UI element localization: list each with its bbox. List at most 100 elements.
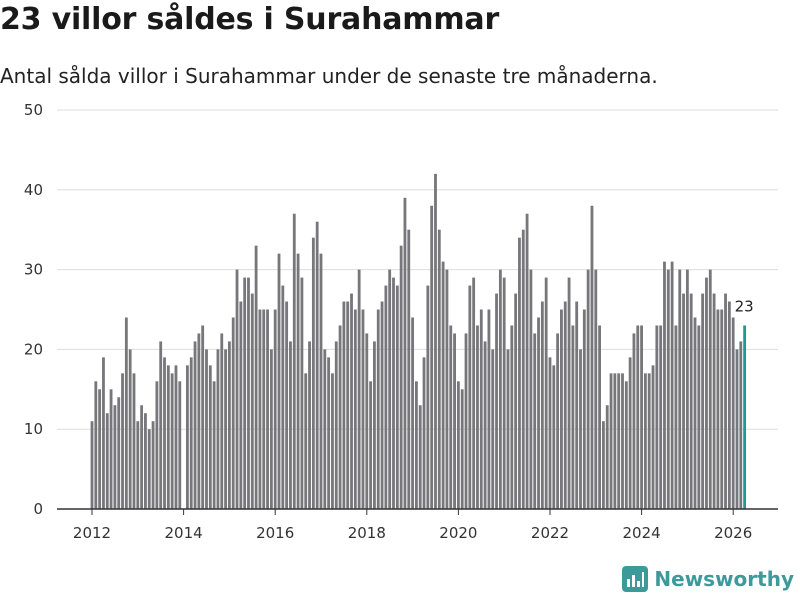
chart-subtitle: Antal sålda villor i Surahammar under de… xyxy=(0,64,658,88)
bar xyxy=(262,309,266,509)
bar xyxy=(628,357,632,509)
bar xyxy=(560,309,563,509)
bar xyxy=(418,405,422,509)
bar xyxy=(311,237,315,509)
bar xyxy=(514,293,518,509)
x-tick-label: 2018 xyxy=(348,524,386,542)
bar xyxy=(426,285,430,509)
bar xyxy=(563,301,567,509)
x-tick-label: 2014 xyxy=(165,524,203,542)
bar xyxy=(243,277,247,509)
bar xyxy=(273,309,277,509)
bar xyxy=(124,317,128,509)
bar xyxy=(144,413,147,509)
bar xyxy=(170,373,174,509)
bar xyxy=(602,421,605,509)
brand-logo: Newsworthy xyxy=(622,566,794,592)
bar xyxy=(254,245,258,509)
bar xyxy=(353,309,357,509)
bar xyxy=(449,325,453,509)
bar xyxy=(193,341,197,509)
bar xyxy=(647,373,651,509)
bar xyxy=(227,341,231,509)
bar xyxy=(575,301,579,509)
bar xyxy=(727,301,731,509)
bar xyxy=(468,285,472,509)
bar xyxy=(640,325,643,509)
bar xyxy=(186,365,189,509)
bar xyxy=(117,397,121,509)
bar xyxy=(685,269,689,509)
bar xyxy=(189,357,193,509)
bar xyxy=(380,301,384,509)
bar xyxy=(289,341,292,509)
bar xyxy=(315,221,319,509)
highlight-value-label: 23 xyxy=(735,297,754,315)
bar xyxy=(411,317,414,509)
bar xyxy=(716,309,720,509)
bar xyxy=(342,301,346,509)
x-tick-label: 2026 xyxy=(714,524,752,542)
bar xyxy=(621,373,624,509)
bar xyxy=(540,301,544,509)
bar xyxy=(498,269,502,509)
bar xyxy=(205,349,208,509)
x-tick-label: 2016 xyxy=(256,524,294,542)
y-tick-label: 50 xyxy=(24,101,43,119)
bar xyxy=(140,405,144,509)
y-tick-label: 20 xyxy=(24,340,43,358)
bar xyxy=(350,293,353,509)
bar xyxy=(697,325,701,509)
bar xyxy=(636,325,640,509)
bar xyxy=(346,301,350,509)
bar xyxy=(422,357,426,509)
bar xyxy=(403,197,407,509)
y-tick-label: 10 xyxy=(24,420,43,438)
bar xyxy=(269,349,273,509)
bar xyxy=(613,373,617,509)
bar xyxy=(159,341,163,509)
bar xyxy=(373,341,376,509)
bar xyxy=(674,325,678,509)
bar xyxy=(537,317,540,509)
bars xyxy=(90,173,747,510)
bar xyxy=(121,373,124,509)
bar xyxy=(518,237,521,509)
bar xyxy=(388,269,392,509)
bar xyxy=(506,349,510,509)
newsworthy-logo-icon xyxy=(622,566,649,592)
bar xyxy=(216,349,220,509)
bar xyxy=(651,365,655,509)
bar xyxy=(395,285,399,509)
bar xyxy=(98,389,102,509)
bar xyxy=(277,253,281,509)
brand-name: Newsworthy xyxy=(654,567,794,591)
bar xyxy=(292,213,296,510)
bar xyxy=(590,205,594,509)
bar xyxy=(285,301,289,509)
bar xyxy=(113,405,117,509)
bar xyxy=(693,317,697,509)
bar xyxy=(582,309,586,509)
bar xyxy=(166,365,170,509)
bar xyxy=(735,349,739,509)
bar xyxy=(220,333,224,509)
bar xyxy=(487,309,491,509)
bar xyxy=(296,253,300,509)
bar xyxy=(361,309,365,509)
bar xyxy=(624,381,628,509)
bar xyxy=(235,269,239,509)
bar xyxy=(476,325,479,509)
bar xyxy=(357,269,361,509)
bar xyxy=(483,341,487,509)
bar xyxy=(155,381,159,509)
bar xyxy=(456,381,460,509)
bar xyxy=(567,277,571,509)
x-tick-label: 2024 xyxy=(623,524,661,542)
bar-highlight xyxy=(743,325,747,509)
bar xyxy=(441,261,445,509)
x-tick-label: 2020 xyxy=(439,524,477,542)
bar xyxy=(128,349,132,509)
bar xyxy=(94,381,98,509)
bar xyxy=(552,365,556,509)
